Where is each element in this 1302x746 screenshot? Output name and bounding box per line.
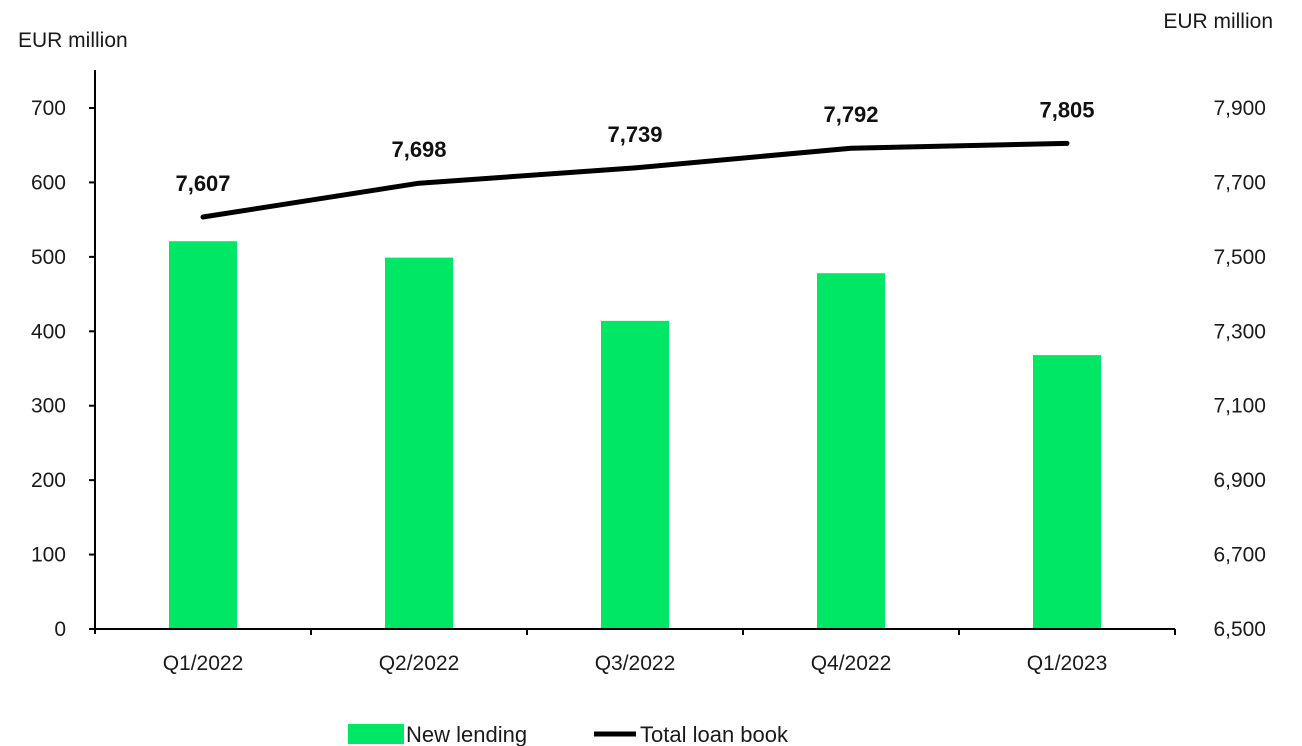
x-tick-label-2: Q3/2022 — [595, 652, 676, 675]
left-tick-label-2: 200 — [31, 469, 66, 492]
data-label-4: 7,805 — [1039, 97, 1094, 122]
left-tick-label-7: 700 — [31, 97, 66, 120]
bar-4 — [1033, 355, 1101, 629]
left-tick-label-3: 300 — [31, 395, 66, 418]
x-tick-label-3: Q4/2022 — [811, 652, 892, 675]
line-series-total-loan-book: 7,607 7,698 7,739 7,792 7,805 — [175, 97, 1094, 217]
right-tick-label-3: 7,100 — [1213, 395, 1266, 418]
bar-1 — [385, 258, 453, 629]
legend-label-total-loan-book: Total loan book — [640, 722, 789, 746]
legend-label-new-lending: New lending — [406, 722, 527, 746]
right-tick-label-1: 6,700 — [1213, 544, 1266, 567]
left-tick-label-1: 100 — [31, 544, 66, 567]
bar-3 — [817, 273, 885, 629]
bar-0 — [169, 241, 237, 629]
right-tick-label-4: 7,300 — [1213, 320, 1266, 343]
x-tick-label-0: Q1/2022 — [163, 652, 244, 675]
right-axis-unit-label: EUR million — [1163, 10, 1273, 33]
data-label-3: 7,792 — [823, 102, 878, 127]
right-tick-label-5: 7,500 — [1213, 246, 1266, 269]
data-label-0: 7,607 — [175, 171, 230, 196]
x-tick-label-1: Q2/2022 — [379, 652, 460, 675]
right-tick-label-7: 7,900 — [1213, 97, 1266, 120]
x-tick-label-4: Q1/2023 — [1027, 652, 1108, 675]
bar-2 — [601, 321, 669, 629]
left-tick-label-5: 500 — [31, 246, 66, 269]
legend: New lending Total loan book — [348, 722, 789, 746]
right-tick-label-2: 6,900 — [1213, 469, 1266, 492]
left-axis-unit-label: EUR million — [18, 29, 128, 52]
left-tick-label-0: 0 — [54, 618, 66, 641]
right-tick-label-6: 7,700 — [1213, 171, 1266, 194]
total-loan-book-line — [203, 143, 1067, 217]
data-label-1: 7,698 — [391, 137, 446, 162]
bar-series-new-lending — [169, 241, 1101, 629]
right-tick-label-0: 6,500 — [1213, 618, 1266, 641]
left-tick-label-4: 400 — [31, 320, 66, 343]
left-tick-label-6: 600 — [31, 171, 66, 194]
data-label-2: 7,739 — [607, 122, 662, 147]
legend-swatch-new-lending — [348, 724, 404, 744]
